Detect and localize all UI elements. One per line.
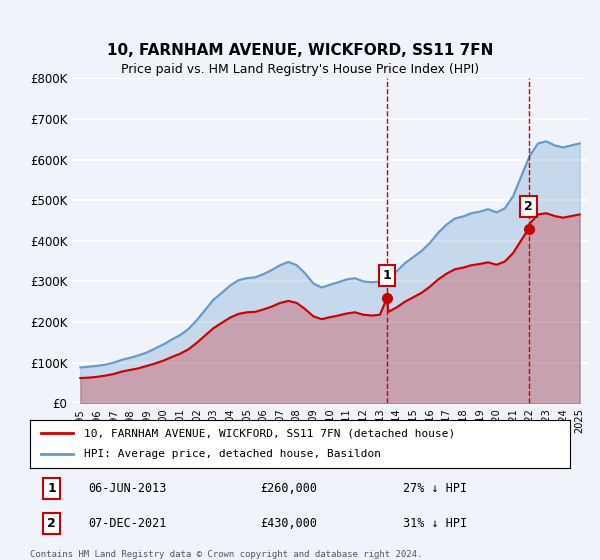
Text: HPI: Average price, detached house, Basildon: HPI: Average price, detached house, Basi… [84,449,381,459]
Text: Price paid vs. HM Land Registry's House Price Index (HPI): Price paid vs. HM Land Registry's House … [121,63,479,77]
Text: 07-DEC-2021: 07-DEC-2021 [88,517,166,530]
Text: 2: 2 [47,517,56,530]
Text: 1: 1 [47,482,56,495]
Text: 06-JUN-2013: 06-JUN-2013 [88,482,166,495]
Text: 10, FARNHAM AVENUE, WICKFORD, SS11 7FN: 10, FARNHAM AVENUE, WICKFORD, SS11 7FN [107,43,493,58]
Text: £430,000: £430,000 [260,517,318,530]
Text: 1: 1 [383,269,391,282]
Text: £260,000: £260,000 [260,482,318,495]
Text: 2: 2 [524,200,533,213]
Text: 10, FARNHAM AVENUE, WICKFORD, SS11 7FN (detached house): 10, FARNHAM AVENUE, WICKFORD, SS11 7FN (… [84,428,455,438]
Text: 31% ↓ HPI: 31% ↓ HPI [403,517,467,530]
Text: Contains HM Land Registry data © Crown copyright and database right 2024.
This d: Contains HM Land Registry data © Crown c… [30,550,422,560]
Text: 27% ↓ HPI: 27% ↓ HPI [403,482,467,495]
